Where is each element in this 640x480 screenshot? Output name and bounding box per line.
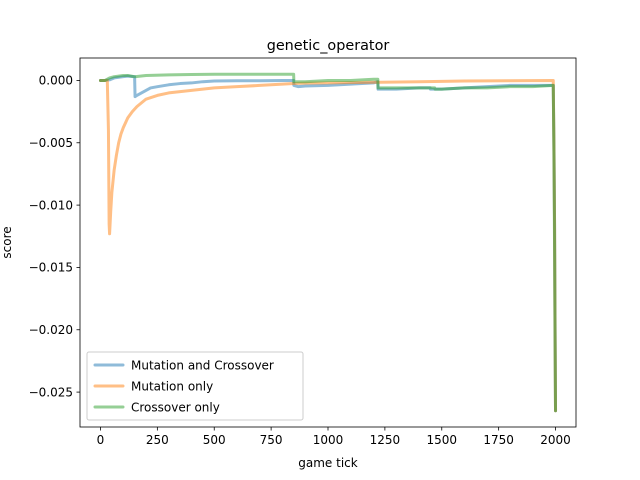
series-line-3 bbox=[98, 72, 558, 413]
y-tick-label: 0.000 bbox=[39, 74, 73, 88]
y-tick-label: −0.020 bbox=[29, 323, 73, 337]
y-tick-label: −0.010 bbox=[29, 198, 73, 212]
series-line-2 bbox=[98, 78, 558, 413]
legend: Mutation and Crossover Mutation only Cross… bbox=[86, 351, 304, 421]
y-tick-label: −0.015 bbox=[29, 261, 73, 275]
x-axis-title: game tick bbox=[298, 456, 357, 470]
chart-title: genetic_operator bbox=[267, 38, 390, 54]
legend-label-3: Crossover only bbox=[131, 400, 220, 414]
y-tick-label: −0.005 bbox=[29, 136, 73, 150]
x-tick-label: 500 bbox=[203, 433, 226, 447]
x-tick-label: 1250 bbox=[370, 433, 401, 447]
x-tick-label: 0 bbox=[97, 433, 105, 447]
legend-label-2: Mutation only bbox=[131, 379, 213, 393]
series-layer bbox=[98, 72, 558, 413]
x-tick-label: 1500 bbox=[426, 433, 457, 447]
y-axis: 0.000 −0.005 −0.010 −0.015 −0.020 −0.025 bbox=[29, 74, 80, 399]
x-tick-label: 2000 bbox=[540, 433, 571, 447]
x-tick-label: 1000 bbox=[313, 433, 344, 447]
x-axis: 0 250 500 750 1000 1250 1500 1750 2000 bbox=[97, 427, 571, 447]
legend-label-1: Mutation and Crossover bbox=[131, 358, 274, 372]
legend-frame bbox=[86, 351, 304, 421]
y-axis-title: score bbox=[0, 226, 14, 258]
x-tick-label: 750 bbox=[260, 433, 283, 447]
x-tick-label: 250 bbox=[146, 433, 169, 447]
y-tick-label: −0.025 bbox=[29, 385, 73, 399]
x-tick-label: 1750 bbox=[483, 433, 514, 447]
